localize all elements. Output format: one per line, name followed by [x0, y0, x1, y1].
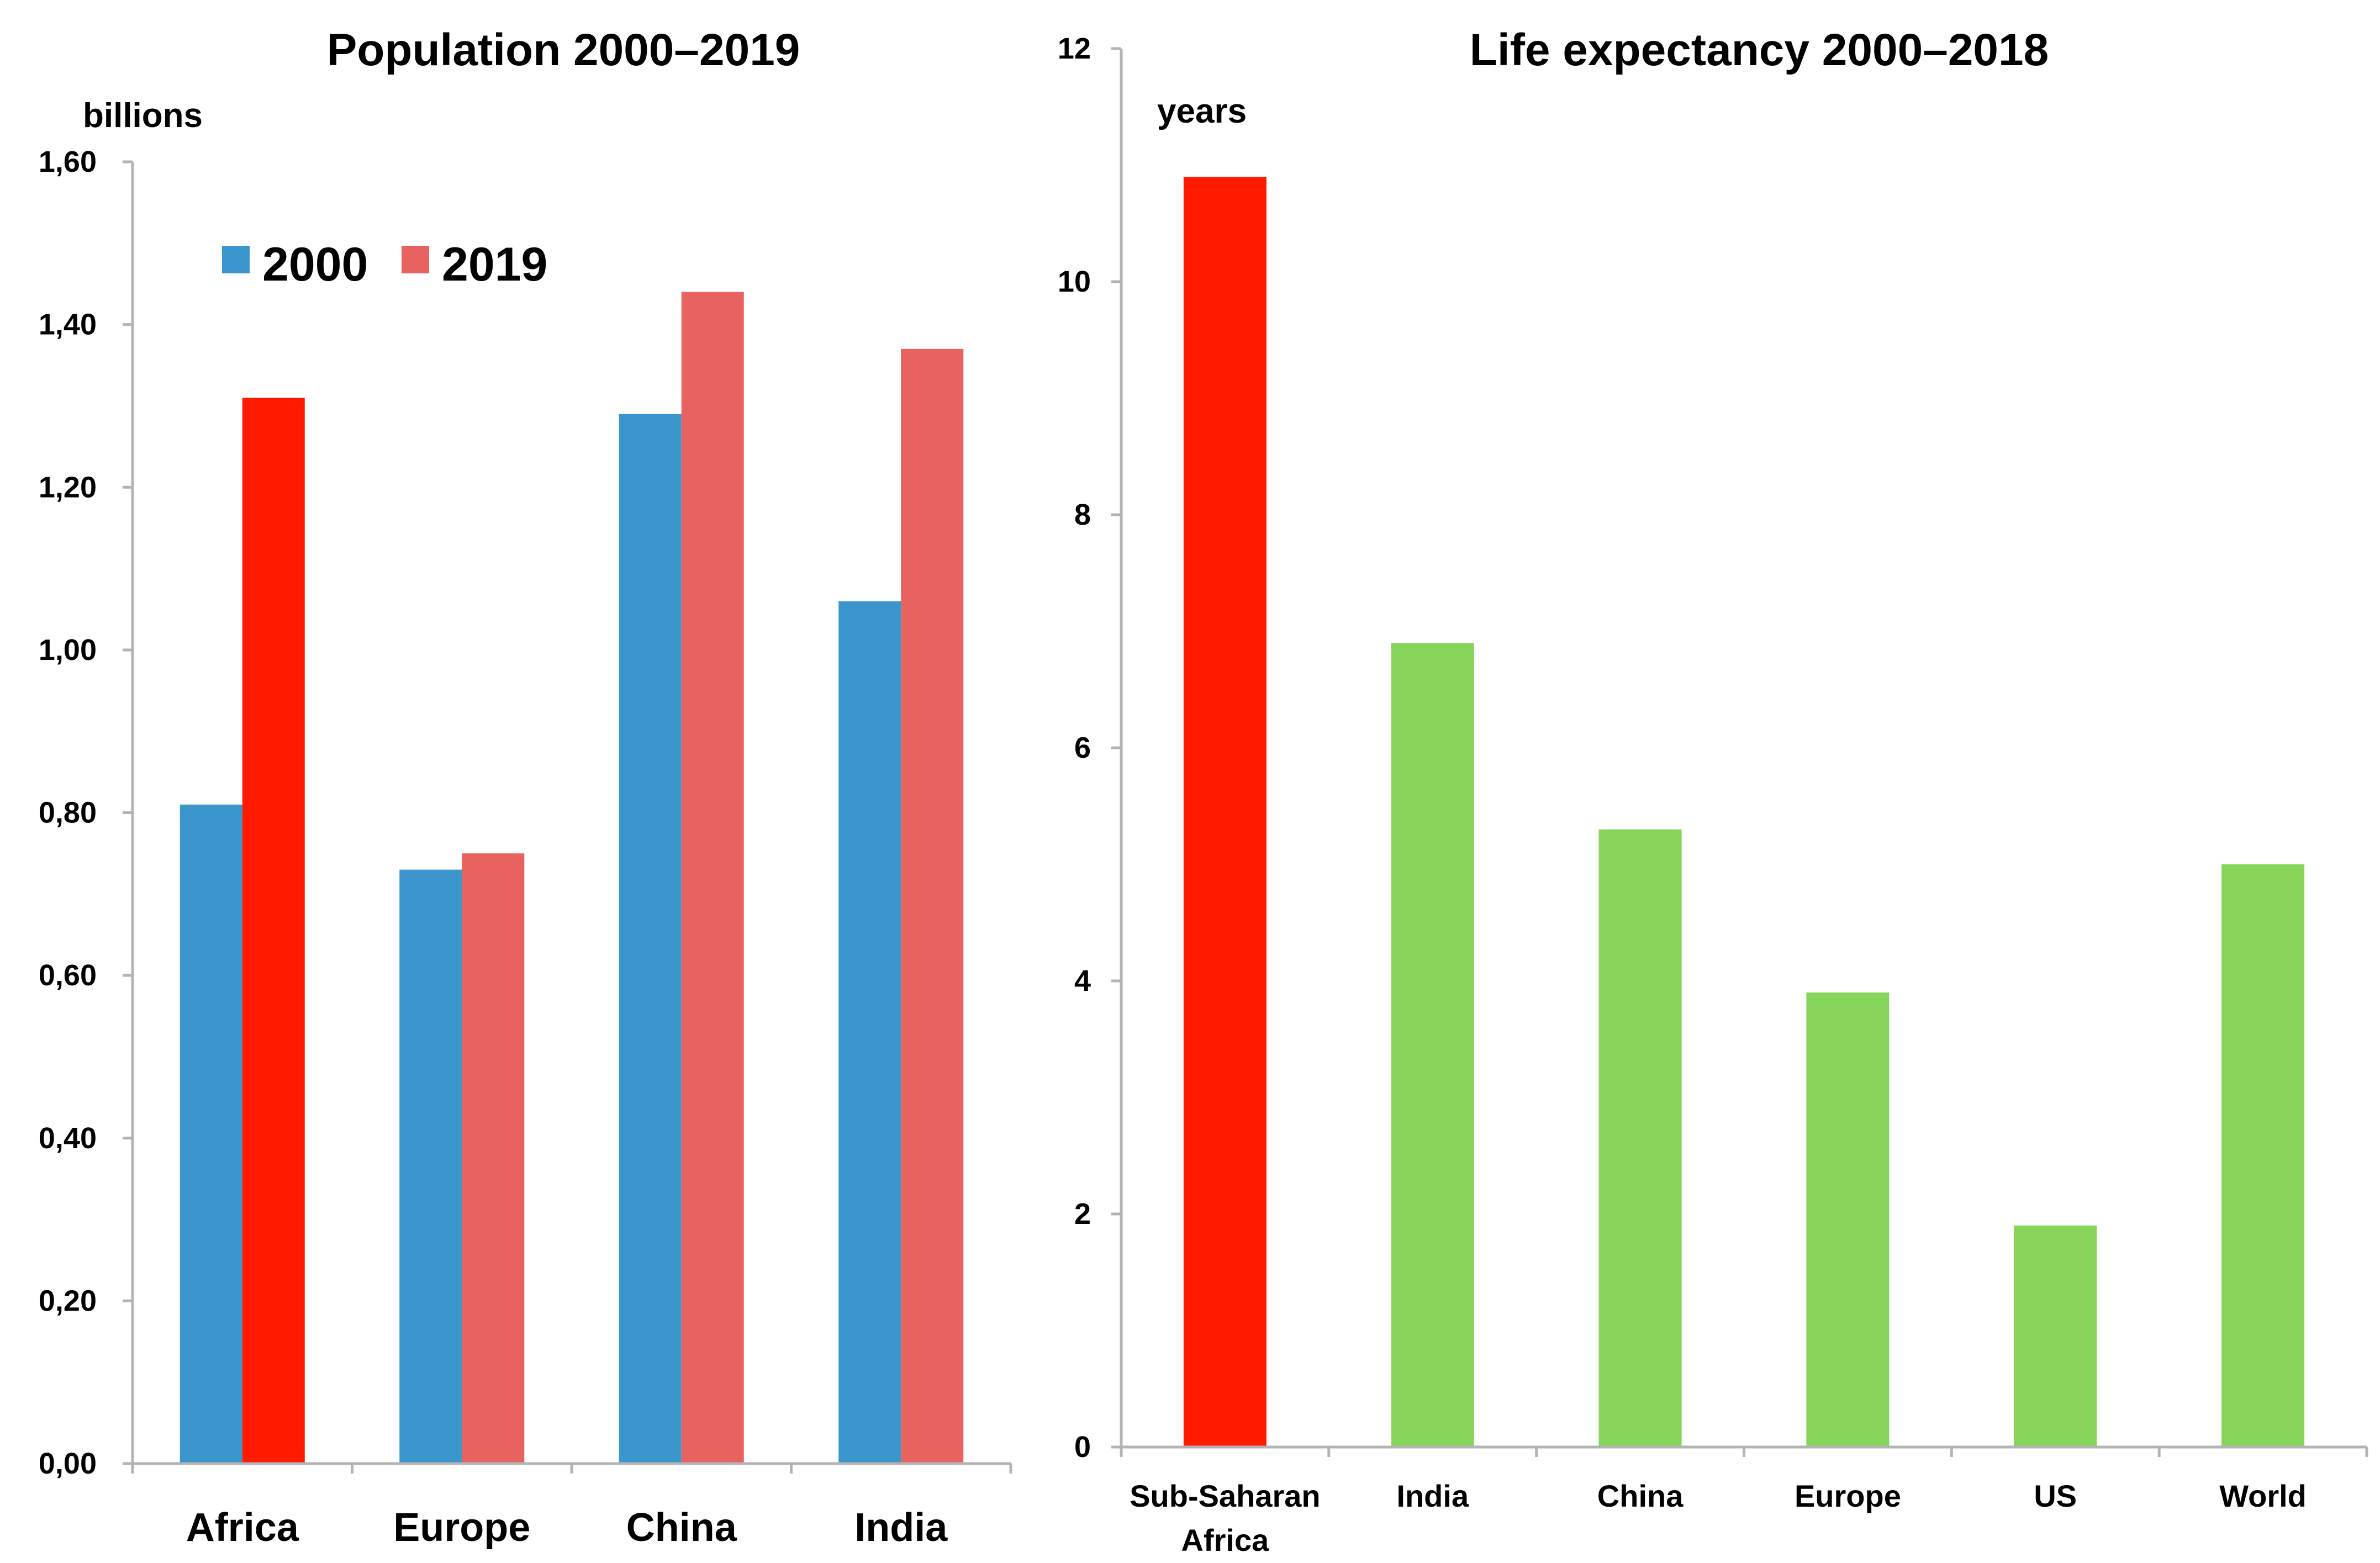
y-tick-label: 1,00 — [39, 633, 97, 667]
y-tick-label: 0,00 — [39, 1447, 97, 1480]
life-expectancy-x-ticks — [1120, 1447, 2368, 1457]
y-tick-label: 1,60 — [39, 145, 97, 178]
y-tick-label: 0,80 — [39, 796, 97, 830]
bar-world — [2221, 864, 2305, 1447]
legend-swatch-2000 — [222, 246, 250, 273]
bar-africa-2000 — [180, 804, 242, 1464]
population-chart: Population 2000–2019 billions 0,000,200,… — [39, 25, 1012, 1550]
life-expectancy-y-unit: years — [1157, 92, 1247, 130]
y-tick-label: 12 — [1058, 32, 1091, 65]
y-tick-label: 8 — [1074, 498, 1091, 531]
y-tick-label: 10 — [1058, 265, 1091, 298]
population-categories: Africa Europe China India — [186, 1506, 948, 1550]
x-category-label: US — [2034, 1478, 2077, 1513]
y-tick-label: 1,20 — [39, 471, 97, 504]
population-legend: 2000 2019 — [222, 238, 547, 291]
bar-africa-2019 — [242, 398, 305, 1464]
y-tick-label: 0 — [1074, 1430, 1091, 1464]
y-tick-label: 4 — [1074, 964, 1091, 997]
bar-india-2019 — [901, 348, 964, 1464]
bar-us — [2014, 1226, 2097, 1447]
y-tick-label: 6 — [1074, 731, 1091, 764]
bar-europe-2000 — [399, 869, 462, 1464]
y-tick-label: 1,40 — [39, 308, 97, 341]
population-y-ticks: 0,00 0,20 0,40 0,60 0,80 1,00 1,20 1,40 1,60 — [39, 145, 133, 1480]
legend-swatch-2019 — [402, 246, 429, 273]
x-category-label: China — [1597, 1478, 1684, 1513]
bar-india — [1391, 643, 1474, 1447]
legend-label-2019: 2019 — [442, 238, 547, 291]
x-category-label: Sub-Saharan Africa — [1130, 1478, 1320, 1557]
legend-label-2000: 2000 — [262, 238, 368, 291]
population-y-unit: billions — [83, 97, 203, 135]
bar-europe-2019 — [462, 853, 525, 1464]
life-expectancy-bars — [1183, 177, 2305, 1447]
y-tick-label: 0,40 — [39, 1122, 97, 1155]
bar-india-2000 — [838, 601, 901, 1464]
population-chart-title: Population 2000–2019 — [327, 25, 800, 75]
x-category-label: Europe — [1795, 1478, 1901, 1513]
bar-china-2000 — [619, 414, 682, 1464]
bar-europe — [1806, 992, 1890, 1447]
y-tick-label: 0,20 — [39, 1284, 97, 1317]
life-expectancy-y-ticks: 0 2 4 6 8 10 12 — [1058, 32, 1121, 1464]
x-category-label: Africa — [186, 1506, 299, 1550]
x-category-label: Europe — [393, 1506, 530, 1550]
y-tick-label: 0,60 — [39, 959, 97, 992]
life-expectancy-chart-title: Life expectancy 2000–2018 — [1470, 25, 2049, 75]
x-category-label: India — [1396, 1478, 1469, 1513]
y-tick-label: 2 — [1074, 1197, 1091, 1231]
population-x-ticks — [131, 1464, 1012, 1474]
bar-china — [1598, 829, 1682, 1447]
x-category-label: China — [626, 1506, 737, 1550]
bar-china-2019 — [681, 292, 744, 1464]
population-bars — [180, 292, 964, 1464]
x-category-label: World — [2219, 1478, 2307, 1513]
x-category-label: India — [854, 1506, 948, 1550]
life-expectancy-categories: Sub-Saharan Africa India China Europe US World — [1130, 1478, 2307, 1557]
bar-sub-saharan-africa — [1183, 177, 1266, 1447]
life-expectancy-chart: Life expectancy 2000–2018 years 0 2 4 6 8 10 1… — [1058, 25, 2368, 1557]
